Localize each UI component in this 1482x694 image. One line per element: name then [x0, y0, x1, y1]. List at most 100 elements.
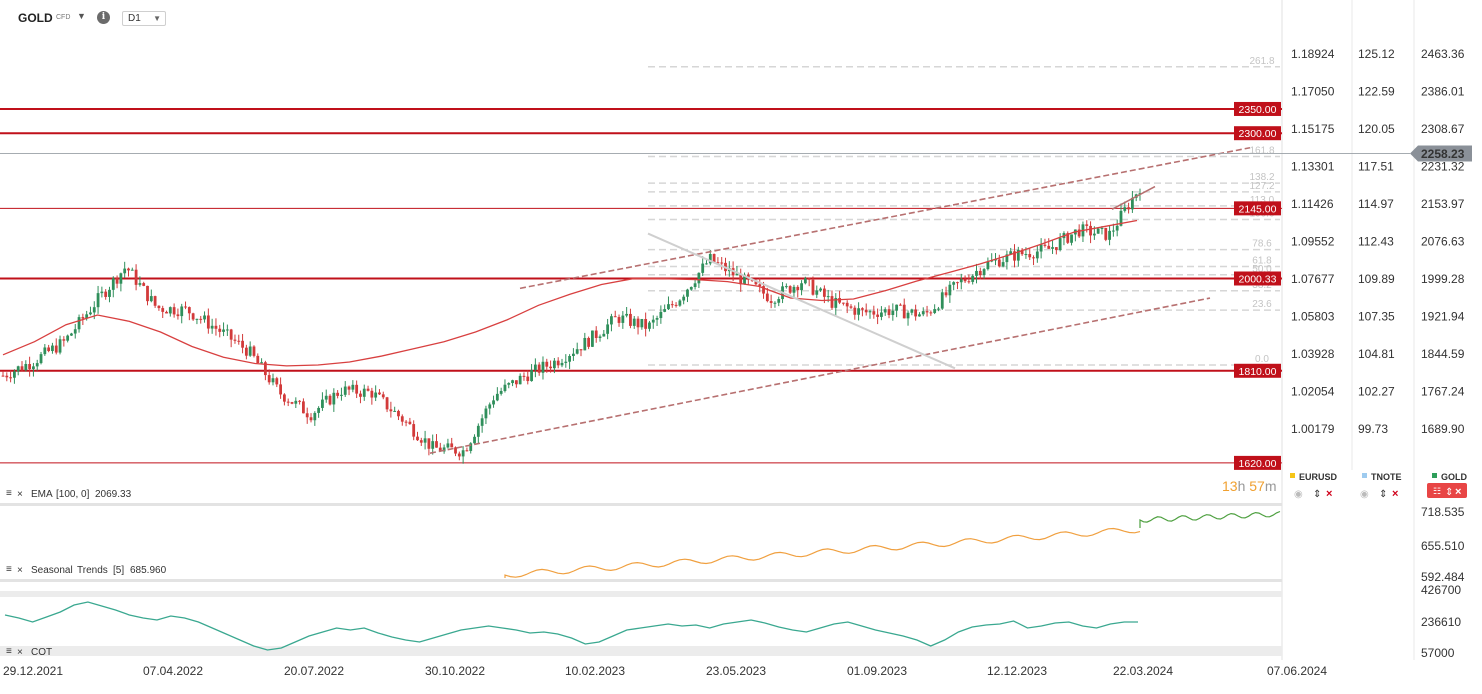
candle-body	[697, 272, 701, 284]
candle-body	[956, 282, 959, 284]
candle-body	[765, 293, 769, 302]
candle-body	[1005, 254, 1009, 263]
candle-body	[572, 353, 575, 356]
price-level-label: 1810.00	[1239, 366, 1277, 378]
gold-tick: 2076.63	[1421, 235, 1465, 249]
tnote-tick: 114.97	[1358, 197, 1394, 211]
candle-body	[682, 296, 686, 301]
pane-separator[interactable]	[0, 579, 1282, 582]
candle-body	[773, 302, 777, 304]
seasonal-line	[504, 527, 1141, 578]
fib-level-label: 138.2	[1249, 172, 1274, 183]
pane-separator[interactable]	[0, 503, 1282, 506]
lower-trendline[interactable]	[429, 297, 1211, 454]
chevron-down-icon: ▼	[153, 14, 161, 23]
symbol-dropdown-icon[interactable]: ▼	[77, 11, 86, 21]
candle-body	[374, 392, 378, 398]
eye-icon[interactable]: ◉	[1360, 489, 1369, 500]
candle-body	[359, 393, 362, 397]
gold-controls[interactable]	[1427, 483, 1467, 498]
candle-body	[294, 400, 298, 404]
candle-body	[450, 443, 454, 448]
candle-body	[629, 313, 632, 326]
candle-body	[887, 309, 891, 316]
settings-icon[interactable]: ☷	[1433, 486, 1441, 496]
candle-body	[457, 453, 461, 457]
candle-body	[807, 278, 811, 280]
candle-body	[564, 361, 568, 363]
candle-body	[32, 366, 35, 370]
menu-icon[interactable]: ≡	[6, 488, 12, 499]
candle-body	[366, 388, 370, 391]
eurusd-tick: 1.18924	[1291, 47, 1335, 61]
fib-level-label: 61.8	[1252, 256, 1272, 267]
seasonal-tick: 718.535	[1421, 505, 1465, 519]
move-icon[interactable]: ⇕	[1445, 487, 1453, 498]
candle-body	[176, 314, 180, 317]
symbol-name[interactable]: GOLD	[18, 11, 53, 25]
menu-icon[interactable]: ≡	[6, 564, 12, 575]
falling-trendline[interactable]	[647, 232, 956, 370]
candle-body	[47, 347, 51, 352]
candle-body	[218, 328, 222, 332]
fib-level-label: 78.6	[1252, 239, 1272, 250]
candle-body	[89, 312, 92, 315]
candle-body	[617, 317, 621, 323]
info-icon[interactable]: i	[97, 11, 110, 24]
candle-body	[267, 375, 271, 383]
close-icon[interactable]: ×	[17, 565, 23, 576]
candle-body	[959, 279, 963, 283]
candle-body	[663, 309, 667, 312]
candle-body	[514, 380, 518, 385]
candle-body	[575, 349, 579, 354]
candle-body	[336, 392, 340, 396]
close-icon[interactable]: ×	[17, 489, 23, 500]
fib-level-label: 127.2	[1249, 181, 1274, 192]
pane-separator	[0, 591, 1282, 597]
candle-body	[857, 308, 861, 315]
move-icon[interactable]: ⇕	[1313, 489, 1321, 500]
candle-body	[271, 378, 275, 383]
candle-body	[324, 395, 328, 400]
candle-body	[503, 384, 507, 391]
x-tick: 12.12.2023	[987, 664, 1047, 678]
candle-body	[138, 283, 142, 285]
timeframe-select[interactable]: D1 ▼	[122, 11, 166, 26]
candle-body	[343, 386, 347, 395]
candle-body	[96, 293, 100, 308]
eye-icon[interactable]: ◉	[1294, 489, 1303, 500]
seasonal-value: 685.960	[130, 565, 167, 576]
candle-body	[1108, 230, 1111, 240]
close-icon[interactable]: ×	[17, 647, 23, 658]
channel-line[interactable]	[1111, 185, 1156, 211]
menu-icon[interactable]: ≡	[6, 646, 12, 657]
remove-icon[interactable]: ×	[1392, 488, 1398, 500]
ema-value: 2069.33	[95, 489, 132, 500]
candle-body	[648, 322, 651, 329]
candle-body	[689, 286, 693, 290]
gold-tick: 2386.01	[1421, 85, 1465, 99]
remove-icon[interactable]: ×	[1455, 486, 1461, 498]
candle-body	[716, 262, 720, 264]
candle-body	[1051, 247, 1054, 249]
upper-trendline[interactable]	[519, 146, 1251, 290]
candle-body	[1024, 254, 1028, 256]
move-icon[interactable]: ⇕	[1379, 489, 1387, 500]
remove-icon[interactable]: ×	[1326, 488, 1332, 500]
candle-body	[241, 340, 244, 348]
tnote-tick: 99.73	[1358, 422, 1388, 436]
candle-body	[1058, 238, 1062, 250]
seasonal-projection-line	[1139, 510, 1281, 528]
x-tick: 22.03.2024	[1113, 664, 1173, 678]
candle-body	[507, 383, 511, 385]
candle-body	[940, 292, 944, 309]
candle-body	[111, 278, 115, 290]
candle-body	[165, 311, 168, 314]
candle-body	[161, 308, 165, 312]
candle-body	[1035, 251, 1039, 259]
candle-body	[792, 286, 796, 293]
current-price-tag	[1410, 145, 1472, 162]
x-tick: 07.04.2022	[143, 664, 203, 678]
candle-body	[290, 402, 294, 404]
